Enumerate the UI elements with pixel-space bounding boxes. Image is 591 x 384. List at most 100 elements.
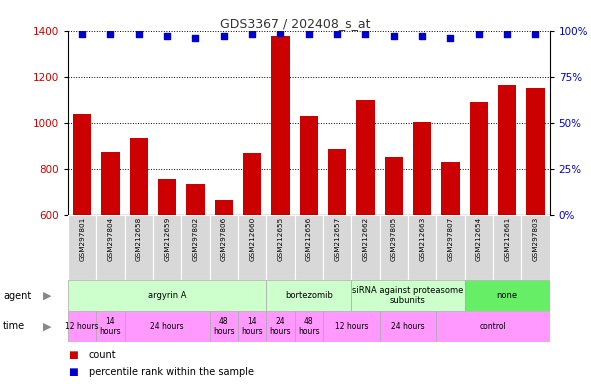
Bar [267, 215, 295, 280]
Point [134, 31, 144, 38]
Text: ■: ■ [68, 367, 77, 377]
Text: agent: agent [3, 291, 31, 301]
Text: 24 hours: 24 hours [391, 322, 425, 331]
Point [417, 33, 427, 39]
Text: GSM297801: GSM297801 [79, 217, 85, 261]
Point [77, 31, 87, 38]
Bar [153, 215, 181, 280]
Point [191, 35, 200, 41]
Bar [243, 153, 261, 353]
Bar [408, 215, 436, 280]
Bar [125, 215, 153, 280]
Bar [351, 280, 465, 311]
Bar [323, 311, 379, 342]
Text: GSM212663: GSM212663 [419, 217, 425, 261]
Bar [210, 215, 238, 280]
Text: GDS3367 / 202408_s_at: GDS3367 / 202408_s_at [220, 17, 371, 30]
Text: none: none [496, 291, 518, 300]
Text: 24 hours: 24 hours [150, 322, 184, 331]
Text: 24
hours: 24 hours [269, 317, 291, 336]
Bar [238, 215, 267, 280]
Text: 14
hours: 14 hours [100, 317, 121, 336]
Text: GSM212657: GSM212657 [334, 217, 340, 261]
Text: GSM212654: GSM212654 [476, 217, 482, 261]
Bar [267, 280, 351, 311]
Bar [158, 179, 176, 353]
Bar [129, 138, 148, 353]
Bar [379, 311, 436, 342]
Bar [356, 100, 375, 353]
Bar [385, 157, 403, 353]
Text: 14
hours: 14 hours [241, 317, 263, 336]
Bar [436, 215, 465, 280]
Bar [493, 215, 521, 280]
Bar [436, 311, 550, 342]
Bar [96, 215, 125, 280]
Text: argyrin A: argyrin A [148, 291, 186, 300]
Text: GSM297807: GSM297807 [447, 217, 453, 261]
Point [474, 31, 483, 38]
Bar [271, 36, 290, 353]
Text: bortezomib: bortezomib [285, 291, 333, 300]
Point [361, 31, 370, 38]
Point [304, 31, 313, 38]
Point [276, 30, 285, 36]
Bar [267, 311, 295, 342]
Text: count: count [89, 350, 116, 360]
Text: 48
hours: 48 hours [298, 317, 320, 336]
Text: GSM212659: GSM212659 [164, 217, 170, 261]
Text: GSM297806: GSM297806 [221, 217, 227, 261]
Bar [96, 311, 125, 342]
Bar [470, 102, 488, 353]
Point [332, 31, 342, 38]
Text: control: control [479, 322, 506, 331]
Text: 12 hours: 12 hours [335, 322, 368, 331]
Bar [323, 215, 351, 280]
Text: GSM297804: GSM297804 [108, 217, 113, 261]
Point [389, 33, 398, 39]
Text: ▶: ▶ [43, 321, 51, 331]
Bar [328, 149, 346, 353]
Text: time: time [3, 321, 25, 331]
Bar [441, 162, 460, 353]
Bar [238, 311, 267, 342]
Bar [521, 215, 550, 280]
Text: GSM212660: GSM212660 [249, 217, 255, 261]
Text: ▶: ▶ [43, 291, 51, 301]
Point [531, 31, 540, 38]
Text: GSM212655: GSM212655 [277, 217, 284, 261]
Text: GSM212661: GSM212661 [504, 217, 510, 261]
Point [163, 33, 172, 39]
Text: GSM212658: GSM212658 [136, 217, 142, 261]
Bar [300, 116, 318, 353]
Text: 48
hours: 48 hours [213, 317, 235, 336]
Text: GSM212662: GSM212662 [362, 217, 368, 261]
Bar [215, 200, 233, 353]
Bar [125, 311, 210, 342]
Bar [101, 152, 119, 353]
Point [106, 31, 115, 38]
Point [502, 31, 512, 38]
Bar [351, 215, 379, 280]
Bar [68, 215, 96, 280]
Text: percentile rank within the sample: percentile rank within the sample [89, 367, 254, 377]
Text: GSM297805: GSM297805 [391, 217, 397, 261]
Bar [526, 88, 545, 353]
Bar [498, 85, 517, 353]
Point [446, 35, 455, 41]
Point [219, 33, 229, 39]
Text: GSM212656: GSM212656 [306, 217, 312, 261]
Text: 12 hours: 12 hours [66, 322, 99, 331]
Bar [68, 311, 96, 342]
Bar [210, 311, 238, 342]
Bar [465, 215, 493, 280]
Text: GSM297803: GSM297803 [532, 217, 538, 261]
Point [248, 31, 257, 38]
Bar [465, 280, 550, 311]
Text: siRNA against proteasome
subunits: siRNA against proteasome subunits [352, 286, 464, 305]
Bar [295, 215, 323, 280]
Bar [186, 184, 204, 353]
Bar [68, 280, 267, 311]
Text: GSM297802: GSM297802 [193, 217, 199, 261]
Bar [295, 311, 323, 342]
